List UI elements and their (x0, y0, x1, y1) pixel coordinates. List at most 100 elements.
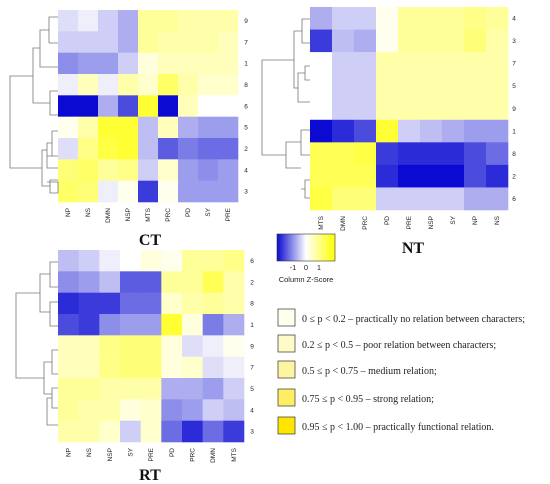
ct-cell (58, 159, 79, 181)
ct-cell (98, 138, 119, 160)
rt-column-label: NP (66, 448, 73, 457)
rt-cell (78, 335, 100, 357)
ct-cell (98, 116, 119, 139)
nt-cell (420, 29, 443, 53)
nt-cell (486, 29, 509, 53)
rt-cell (58, 314, 79, 336)
ct-cell (118, 116, 139, 139)
legend-swatch (277, 360, 296, 379)
rt-cell (223, 292, 245, 315)
nt-column-label: NS (494, 215, 501, 225)
ct-dendrogram (9, 16, 59, 194)
nt-cell (420, 164, 443, 188)
ct-cell (198, 10, 219, 32)
nt-cell (464, 52, 487, 75)
ct-cell (98, 95, 119, 117)
ct-cell (158, 31, 179, 53)
nt-cell (442, 7, 465, 30)
relation-legend: 0 ≤ p < 0.2 – practically no relation be… (277, 308, 525, 435)
nt-cell (332, 52, 355, 75)
rt-cell (99, 420, 121, 443)
nt-cell (310, 164, 333, 188)
ct-cell (198, 159, 219, 181)
nt-cell (398, 7, 421, 30)
ct-cell (78, 180, 99, 203)
nt-cell (376, 97, 399, 121)
rt-cell (161, 314, 183, 336)
ct-cell (158, 159, 179, 181)
rt-cell (140, 271, 162, 293)
nt-cell (310, 29, 333, 53)
ct-cell (158, 116, 179, 139)
rt-cell (58, 335, 79, 357)
rt-cell (78, 399, 100, 421)
rt-cell (99, 356, 121, 379)
nt-cell (376, 52, 399, 75)
ct-cell (218, 31, 239, 53)
rt-cell (202, 399, 224, 421)
rt-cell (140, 292, 162, 315)
ct-row-label: 3 (244, 189, 248, 196)
rt-cell (140, 378, 162, 400)
nt-cell (464, 164, 487, 188)
ct-cell (118, 138, 139, 160)
rt-cell (58, 292, 79, 315)
rt-dendrogram (15, 261, 58, 426)
nt-cell (354, 119, 377, 143)
rt-cell (78, 314, 100, 336)
rt-cell (140, 356, 162, 379)
rt-cell (99, 399, 121, 421)
nt-cell (398, 187, 421, 211)
nt-row-label: 3 (512, 38, 516, 45)
color-key-gradient (276, 233, 336, 262)
nt-cell (310, 142, 333, 166)
ct-cell (58, 180, 79, 203)
nt-cell (398, 52, 421, 75)
nt-cell (332, 74, 355, 98)
rt-row-label: 2 (250, 279, 254, 286)
rt-cell (78, 356, 100, 379)
ct-row-label: 5 (244, 125, 248, 132)
rt-cell (223, 356, 245, 379)
ct-cell (58, 138, 79, 160)
rt-cell (99, 292, 121, 315)
rt-cell (120, 378, 141, 400)
ct-column-label: MTS (145, 207, 152, 221)
rt-cell (58, 250, 79, 272)
ct-cell (138, 52, 159, 75)
nt-cell (442, 187, 465, 211)
legend-swatch (277, 334, 296, 353)
rt-cell (223, 378, 245, 400)
nt-cell (420, 142, 443, 166)
nt-cell (310, 119, 333, 143)
rt-cell (120, 250, 141, 272)
ct-cell (98, 159, 119, 181)
nt-row-label: 5 (512, 83, 516, 90)
ct-cell (118, 31, 139, 53)
ct-cell (98, 74, 119, 96)
rt-cell (140, 420, 162, 443)
rt-cell (182, 314, 203, 336)
nt-column-label: MTS (318, 215, 325, 229)
nt-cell (376, 142, 399, 166)
ct-cell (138, 95, 159, 117)
ct-row-label: 8 (244, 82, 248, 89)
ct-cell (138, 159, 159, 181)
rt-cell (78, 292, 100, 315)
ct-cell (158, 52, 179, 75)
ct-cell (138, 138, 159, 160)
legend-swatch (277, 388, 296, 407)
nt-cell (376, 119, 399, 143)
nt-cell (376, 164, 399, 188)
rt-cell (140, 399, 162, 421)
nt-cell (376, 7, 399, 30)
rt-cell (202, 314, 224, 336)
ct-row-label: 4 (244, 167, 248, 174)
legend-label: 0 ≤ p < 0.2 – practically no relation be… (302, 314, 525, 325)
ct-column-label: SY (205, 207, 212, 216)
ct-cell (118, 74, 139, 96)
ct-row-label: 1 (244, 61, 248, 68)
ct-cell (218, 180, 239, 203)
ct-cell (78, 52, 99, 75)
nt-cell (354, 52, 377, 75)
